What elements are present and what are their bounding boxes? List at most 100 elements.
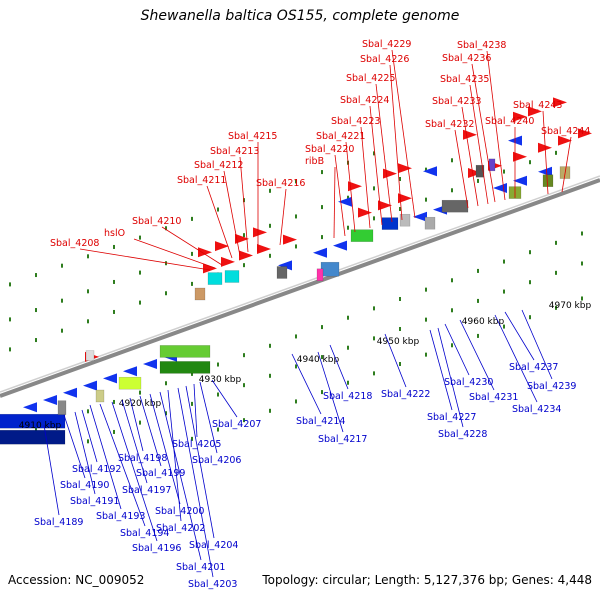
gene-arrow-forward — [553, 97, 567, 108]
accession-text: Accession: NC_009052 — [8, 573, 145, 587]
scale-label: 4970 kbp — [549, 301, 592, 311]
scale-label: 4960 kbp — [462, 317, 505, 327]
leader-line — [345, 141, 356, 233]
gene-label-top: Sbal_4243 — [513, 100, 562, 111]
gene-arrow-forward — [378, 200, 392, 211]
genome-summary-text: Topology: circular; Length: 5,127,376 bp… — [262, 573, 592, 587]
gene-arrow-forward — [348, 181, 362, 192]
gene-arrow-forward — [463, 129, 477, 140]
leader-line — [199, 381, 218, 454]
leader-line — [329, 344, 349, 390]
gene-label-top: Sbal_4238 — [457, 40, 506, 51]
gene-label-bottom: Sbal_4199 — [136, 468, 185, 479]
gene-block — [85, 350, 95, 361]
gene-label-bottom: Sbal_4189 — [34, 517, 83, 528]
leader-line — [193, 383, 198, 438]
gene-label-bottom: Sbal_4192 — [72, 464, 121, 475]
gene-label-bottom: Sbal_4202 — [156, 523, 205, 534]
gene-arrow-reverse — [338, 196, 352, 207]
gene-label-top: Sbal_4216 — [256, 178, 305, 189]
gene-block — [475, 164, 485, 178]
gene-label-top: Sbal_4235 — [440, 74, 489, 85]
gene-label-top: Sbal_4240 — [485, 116, 534, 127]
gene-arrow-reverse — [83, 380, 97, 391]
gene-arrow-reverse — [278, 260, 292, 271]
gene-label-bottom: Sbal_4217 — [318, 434, 367, 445]
gene-arrow-forward — [398, 193, 412, 204]
gene-label-bottom: Sbal_4196 — [132, 543, 181, 554]
gene-arrow-forward — [239, 250, 253, 261]
gene-label-top: Sbal_4221 — [316, 131, 365, 142]
gene-arrow-forward — [257, 243, 271, 254]
leader-line — [429, 329, 453, 411]
gene-label-top: Sbal_4232 — [425, 119, 474, 130]
leader-line — [504, 311, 535, 361]
gene-arrow-reverse — [513, 175, 527, 186]
gene-label-bottom: Sbal_4218 — [323, 391, 372, 402]
gene-label-top: Sbal_4224 — [340, 95, 389, 106]
leader-line — [291, 353, 322, 415]
gene-label-top: ribB — [305, 156, 324, 167]
leader-line — [161, 226, 223, 266]
gene-block — [159, 361, 211, 374]
gene-label-bottom: Sbal_4201 — [176, 562, 225, 573]
gene-arrow-forward — [221, 256, 235, 267]
gene-label-bottom: Sbal_4237 — [509, 362, 558, 373]
leader-line — [454, 129, 469, 209]
leader-line — [167, 389, 182, 522]
gene-block — [276, 266, 288, 279]
leader-line — [389, 64, 403, 221]
gene-label-top: Sbal_4236 — [442, 53, 491, 64]
scale-label: 4940 kbp — [297, 355, 340, 365]
gene-arrow-forward — [513, 151, 527, 162]
gene-arrow-forward — [398, 163, 412, 174]
gene-label-bottom: Sbal_4198 — [118, 453, 167, 464]
leader-line — [99, 403, 146, 527]
gene-arrow-reverse — [413, 211, 427, 222]
leader-line — [542, 110, 549, 195]
gene-block — [0, 413, 66, 429]
gene-block — [350, 229, 374, 242]
gene-label-bottom: Sbal_4204 — [189, 540, 238, 551]
gene-arrow-reverse — [143, 359, 157, 369]
scale-label: 4930 kbp — [199, 375, 242, 385]
gene-arrow-reverse — [123, 366, 137, 377]
gene-arrow-forward — [558, 135, 572, 146]
gene-block — [194, 287, 206, 301]
leader-line — [89, 404, 122, 510]
leader-line — [63, 414, 86, 479]
gene-arrow-forward — [468, 168, 482, 178]
leader-line — [391, 49, 416, 219]
leader-line — [444, 323, 470, 376]
gene-label-bottom: Sbal_4205 — [172, 439, 221, 450]
leader-line — [74, 411, 96, 495]
gene-block — [224, 270, 240, 283]
leader-line — [469, 84, 489, 205]
genome-backbone-highlight — [0, 175, 600, 393]
gene-block — [57, 400, 67, 415]
gene-label-bottom: Sbal_4231 — [469, 392, 518, 403]
genome-backbone — [0, 178, 600, 398]
gene-arrow-forward — [578, 128, 592, 139]
leader-line — [139, 395, 162, 467]
gene-block — [542, 174, 554, 187]
leader-line — [133, 238, 216, 269]
gene-label-top: hslO — [104, 228, 125, 239]
gene-arrow-forward — [198, 247, 212, 258]
leader-line — [384, 333, 407, 388]
gene-label-bottom: Sbal_4239 — [527, 381, 576, 392]
leader-line — [437, 327, 464, 428]
leader-line — [461, 106, 479, 207]
gene-arrow-reverse — [423, 166, 437, 177]
leader-line — [223, 170, 241, 257]
leader-line — [121, 399, 148, 484]
gene-block — [320, 261, 340, 277]
gene-label-top: Sbal_4211 — [177, 175, 226, 186]
gene-block — [424, 216, 436, 230]
leader-line — [43, 424, 60, 516]
leader-line — [561, 136, 572, 193]
leader-line — [159, 391, 202, 561]
gene-label-top: Sbal_4223 — [331, 116, 380, 127]
